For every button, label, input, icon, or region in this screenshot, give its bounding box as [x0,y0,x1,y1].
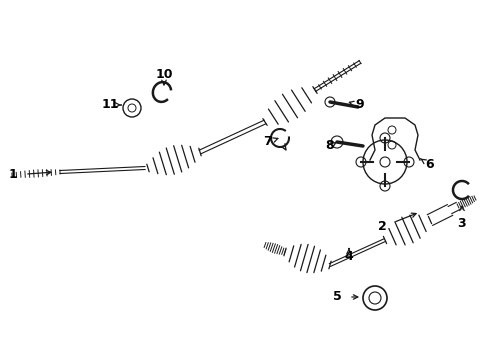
Text: 7: 7 [263,135,272,148]
Text: 2: 2 [377,220,386,234]
Text: 4: 4 [344,251,353,264]
Text: 9: 9 [355,99,364,112]
Text: 5: 5 [332,291,341,303]
Text: 3: 3 [457,217,466,230]
Text: 11: 11 [101,99,119,112]
Text: 1: 1 [9,168,18,181]
Text: 6: 6 [425,158,433,171]
Text: 8: 8 [325,139,334,153]
Text: 10: 10 [155,68,172,81]
